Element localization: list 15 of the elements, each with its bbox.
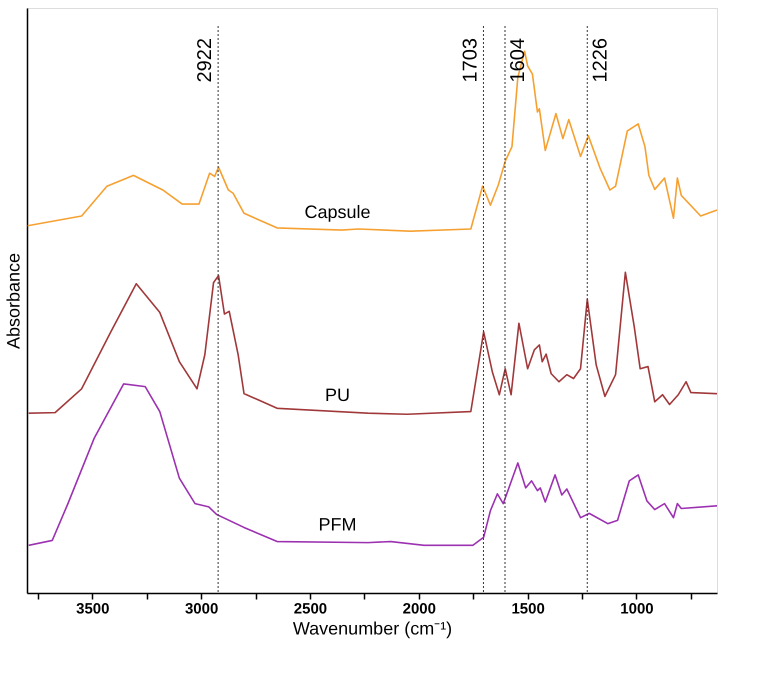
x-tick-label: 3500	[76, 600, 110, 618]
series-label: Capsule	[304, 202, 371, 222]
x-tick-label: 2000	[402, 600, 436, 618]
x-tick-label: 3000	[184, 600, 218, 618]
series-label: PU	[324, 385, 350, 406]
x-tick-label: 1000	[620, 600, 654, 618]
ref-line-label: 1604	[506, 38, 529, 82]
ref-line-label: 1703	[459, 38, 482, 82]
ref-line-label: 2922	[194, 38, 216, 82]
series-label: PFM	[318, 514, 356, 535]
x-tick-label: 1500	[511, 600, 545, 618]
x-tick-label: 2500	[294, 600, 328, 618]
ref-line-label: 1226	[589, 38, 612, 82]
y-axis-title: Absorbance	[4, 252, 24, 350]
x-axis-title: Wavenumber (cm⁻¹)	[292, 618, 452, 638]
